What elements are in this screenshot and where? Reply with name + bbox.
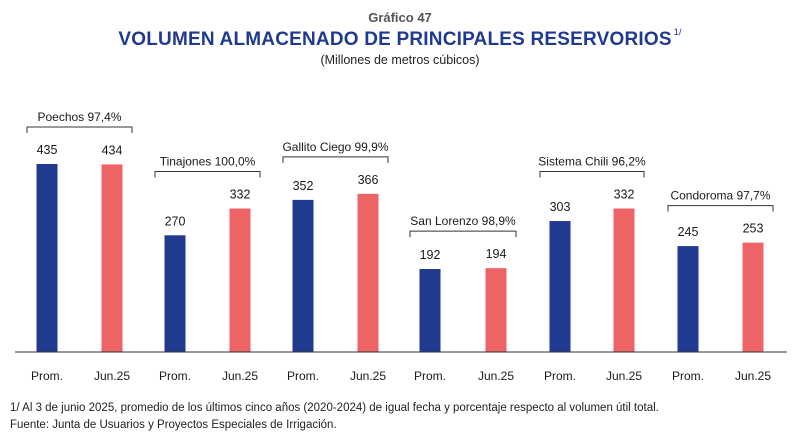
x-tick-label: Jun.25 [606, 369, 642, 383]
group-bracket [154, 171, 261, 178]
figure-number: Gráfico 47 [368, 10, 432, 25]
chart-title: VOLUMEN ALMACENADO DE PRINCIPALES RESERV… [0, 27, 800, 51]
group-bracket [409, 230, 517, 238]
x-tick-label: Prom. [414, 369, 446, 383]
group-label: Condoroma 97,7% [670, 189, 770, 203]
bar [101, 164, 123, 352]
bar-value-label: 434 [102, 143, 123, 157]
x-tick-label: Jun.25 [94, 369, 130, 383]
bar-value-label: 332 [614, 188, 635, 202]
bar [419, 269, 441, 352]
bar [485, 268, 507, 352]
bar [357, 193, 379, 352]
bar-value-label: 245 [678, 225, 699, 239]
bar-value-label: 303 [550, 200, 571, 214]
bar-value-label: 435 [37, 143, 58, 157]
x-tick-label: Prom. [287, 369, 319, 383]
group-label: Gallito Ciego 99,9% [282, 140, 388, 154]
x-tick-label: Prom. [672, 369, 704, 383]
chart-title-text: VOLUMEN ALMACENADO DE PRINCIPALES RESERV… [118, 29, 672, 50]
x-tick-label: Jun.25 [478, 369, 514, 383]
bar [164, 235, 186, 352]
bar [36, 164, 58, 352]
bar [742, 242, 764, 352]
bar-value-label: 332 [230, 188, 251, 202]
bar-value-label: 352 [293, 179, 314, 193]
footnote: 1/ Al 3 de junio 2025, promedio de los ú… [10, 402, 659, 414]
group-label: San Lorenzo 98,9% [410, 214, 516, 228]
x-tick-label: Prom. [31, 369, 63, 383]
x-tick-label: Jun.25 [350, 369, 386, 383]
bar-value-label: 192 [420, 248, 441, 262]
bar-chart: 435 Prom. 434 Jun.25 Poechos 97,4% 270 Prom. 33… [15, 110, 787, 383]
group-bracket [539, 171, 645, 178]
x-tick-label: Jun.25 [735, 369, 771, 383]
bar-value-label: 366 [358, 173, 379, 187]
bar-value-label: 270 [165, 214, 186, 228]
group-label: Poechos 97,4% [37, 110, 121, 124]
bar [677, 246, 699, 352]
chart-subtitle: (Millones de metros cúbicos) [320, 53, 480, 67]
bar [292, 199, 314, 352]
group-label: Tinajones 100,0% [160, 155, 256, 169]
x-tick-label: Prom. [159, 369, 191, 383]
bar-value-label: 194 [486, 247, 507, 261]
group-bracket [282, 156, 389, 163]
title-footnote-marker: 1/ [673, 27, 682, 37]
bar [229, 208, 251, 352]
bar [613, 208, 635, 352]
x-tick-label: Jun.25 [222, 369, 258, 383]
x-tick-label: Prom. [544, 369, 576, 383]
group-bracket [26, 126, 133, 133]
bar-value-label: 253 [743, 222, 764, 236]
bar [549, 221, 571, 352]
source-note: Fuente: Junta de Usuarios y Proyectos Es… [10, 419, 337, 431]
group-bracket [667, 205, 774, 212]
group-label: Sistema Chili 96,2% [538, 155, 646, 169]
